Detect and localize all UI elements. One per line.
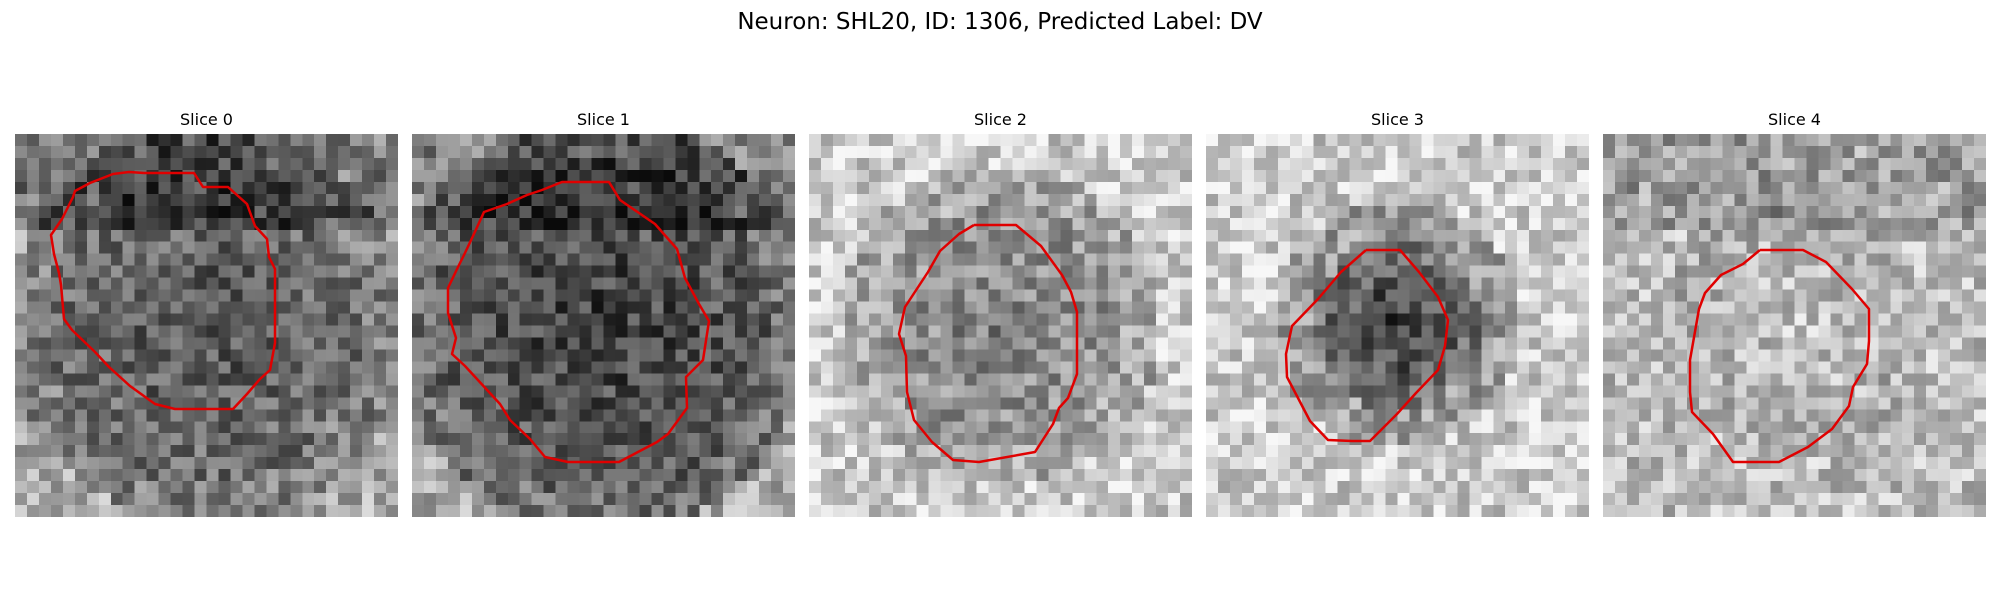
segmentation-contour bbox=[1688, 248, 1871, 464]
slice-image bbox=[809, 134, 1192, 517]
figure-title: Neuron: SHL20, ID: 1306, Predicted Label… bbox=[737, 9, 1263, 35]
slice-title: Slice 2 bbox=[974, 110, 1027, 129]
slice-title: Slice 1 bbox=[577, 110, 630, 129]
segmentation-contour bbox=[897, 223, 1079, 464]
slice-image bbox=[15, 134, 398, 517]
grayscale-pixel-grid bbox=[809, 134, 1192, 517]
slice-image bbox=[1603, 134, 1986, 517]
slice-image bbox=[1206, 134, 1589, 517]
slice-title: Slice 3 bbox=[1371, 110, 1424, 129]
segmentation-contour bbox=[1284, 248, 1450, 443]
grayscale-pixel-grid bbox=[15, 134, 398, 517]
grayscale-pixel-grid bbox=[412, 134, 795, 517]
grayscale-pixel-grid bbox=[1206, 134, 1589, 517]
slice-title: Slice 4 bbox=[1768, 110, 1821, 129]
segmentation-contour bbox=[49, 170, 277, 411]
segmentation-contour bbox=[446, 180, 711, 464]
grayscale-pixel-grid bbox=[1603, 134, 1986, 517]
slice-image bbox=[412, 134, 795, 517]
slice-title: Slice 0 bbox=[180, 110, 233, 129]
